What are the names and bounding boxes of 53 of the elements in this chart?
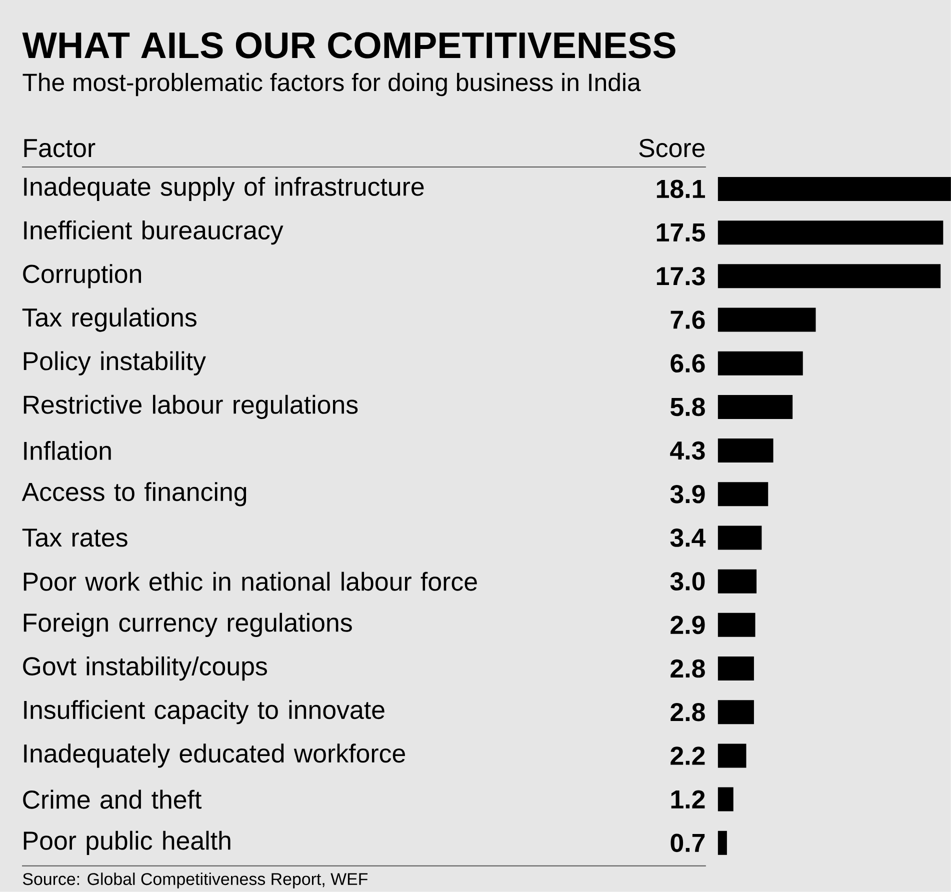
bar — [718, 220, 944, 245]
text: Score — [639, 138, 705, 158]
y-tick-label: Inadequately educated workforce — [24, 744, 405, 768]
data-label: 17.3 — [656, 267, 705, 286]
data-label: 6.6 — [670, 354, 705, 373]
bar — [718, 351, 803, 376]
data-label: 3.9 — [670, 484, 705, 504]
data-label: 3.0 — [670, 572, 705, 591]
y-tick-label: Restrictive labour regulations — [24, 394, 358, 420]
y-tick-label: Inefficient bureaucracy — [24, 220, 284, 245]
bar — [718, 438, 774, 463]
text: Factor — [24, 139, 96, 158]
text: WHAT AILS OUR COMPETITIVENESS — [22, 32, 676, 58]
y-tick-label: Corruption — [23, 264, 142, 288]
y-tick-label: Inflation — [24, 441, 111, 460]
data-label: 18.1 — [656, 180, 706, 198]
y-tick-label: Policy instability — [24, 351, 206, 376]
y-tick-label: Poor public health — [24, 830, 230, 856]
bar — [718, 569, 757, 594]
y-tick-label: Inadequate supply of infrastructure — [24, 176, 424, 202]
bar — [718, 787, 734, 812]
y-tick-label: Tax rates — [22, 528, 128, 547]
text: The most-problematic factors for doing business in India — [22, 72, 641, 96]
y-tick-label: Poor work ethic in national labour force — [24, 572, 477, 591]
y-tick-label: Access to financing — [22, 482, 246, 506]
bar — [718, 830, 727, 855]
bar — [718, 526, 762, 550]
bar — [718, 308, 816, 332]
data-label: 3.4 — [670, 528, 706, 547]
bar — [718, 744, 746, 768]
bar — [718, 700, 754, 724]
data-label: 7.6 — [670, 310, 705, 329]
y-tick-label: Foreign currency regulations — [24, 612, 352, 638]
y-tick-label: Govt instability/coups — [23, 656, 267, 681]
bar — [718, 177, 951, 202]
bar — [718, 264, 941, 288]
data-label: 2.9 — [670, 616, 705, 634]
y-tick-label: Crime and theft — [23, 790, 202, 809]
bar — [718, 656, 754, 681]
bar — [718, 482, 768, 506]
data-label: 1.2 — [671, 790, 705, 808]
y-tick-label: Tax regulations — [22, 308, 196, 332]
source-note: Source: Global Competitiveness Report, WEF — [22, 872, 368, 888]
data-label: 2.8 — [670, 702, 705, 722]
bar — [718, 612, 756, 637]
y-tick-label: Insufficient capacity to innovate — [24, 700, 384, 724]
data-label: 0.7 — [670, 834, 705, 852]
data-label: 4.3 — [670, 441, 705, 460]
data-label: 2.2 — [670, 746, 705, 765]
data-label: 17.5 — [656, 224, 706, 242]
bar — [718, 394, 793, 419]
data-label: 2.8 — [670, 659, 705, 678]
data-label: 5.8 — [670, 398, 705, 416]
